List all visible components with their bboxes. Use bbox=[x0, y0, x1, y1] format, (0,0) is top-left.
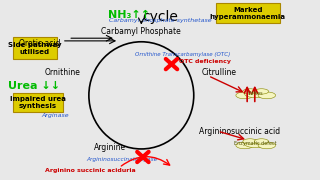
FancyBboxPatch shape bbox=[12, 37, 57, 59]
Text: Ornithine: Ornithine bbox=[45, 68, 81, 77]
Text: Arginino succinic aciduria: Arginino succinic aciduria bbox=[45, 168, 136, 173]
Text: Argininosuccinate Lyase: Argininosuccinate Lyase bbox=[87, 157, 158, 162]
Ellipse shape bbox=[244, 90, 267, 98]
Ellipse shape bbox=[236, 92, 253, 99]
Ellipse shape bbox=[258, 92, 276, 99]
Text: Urea ↓↓: Urea ↓↓ bbox=[8, 81, 60, 91]
Text: Enzymatic defect: Enzymatic defect bbox=[235, 141, 277, 146]
Text: cycle: cycle bbox=[142, 10, 178, 24]
Text: Marked
hyperammonaemia: Marked hyperammonaemia bbox=[210, 7, 286, 20]
Ellipse shape bbox=[236, 142, 253, 149]
Text: Impaired urea
synthesis: Impaired urea synthesis bbox=[10, 96, 66, 109]
Ellipse shape bbox=[254, 139, 268, 144]
Text: Arginase: Arginase bbox=[42, 112, 69, 118]
Ellipse shape bbox=[254, 89, 268, 94]
Text: Argininosuccinic acid: Argininosuccinic acid bbox=[198, 127, 280, 136]
Ellipse shape bbox=[258, 142, 276, 149]
Text: Writes: Writes bbox=[248, 91, 264, 96]
Text: Orotic acid: Orotic acid bbox=[19, 39, 60, 48]
Ellipse shape bbox=[244, 140, 267, 148]
Text: Arginine: Arginine bbox=[93, 143, 125, 152]
Text: Side pathway
utilised: Side pathway utilised bbox=[8, 42, 62, 55]
Ellipse shape bbox=[243, 89, 257, 94]
Ellipse shape bbox=[243, 139, 257, 144]
Text: Citrulline: Citrulline bbox=[202, 68, 237, 77]
Text: Carbamyl Phosphate: Carbamyl Phosphate bbox=[101, 27, 181, 36]
Text: Ornithine Transcarbamylase (OTC): Ornithine Transcarbamylase (OTC) bbox=[135, 52, 230, 57]
Text: Carbamyl phosphate synthetase: Carbamyl phosphate synthetase bbox=[109, 18, 212, 23]
Text: NH₃↑↑: NH₃↑↑ bbox=[108, 10, 150, 20]
Text: OTC deficiency: OTC deficiency bbox=[179, 59, 231, 64]
FancyBboxPatch shape bbox=[12, 93, 63, 112]
FancyBboxPatch shape bbox=[216, 3, 280, 23]
